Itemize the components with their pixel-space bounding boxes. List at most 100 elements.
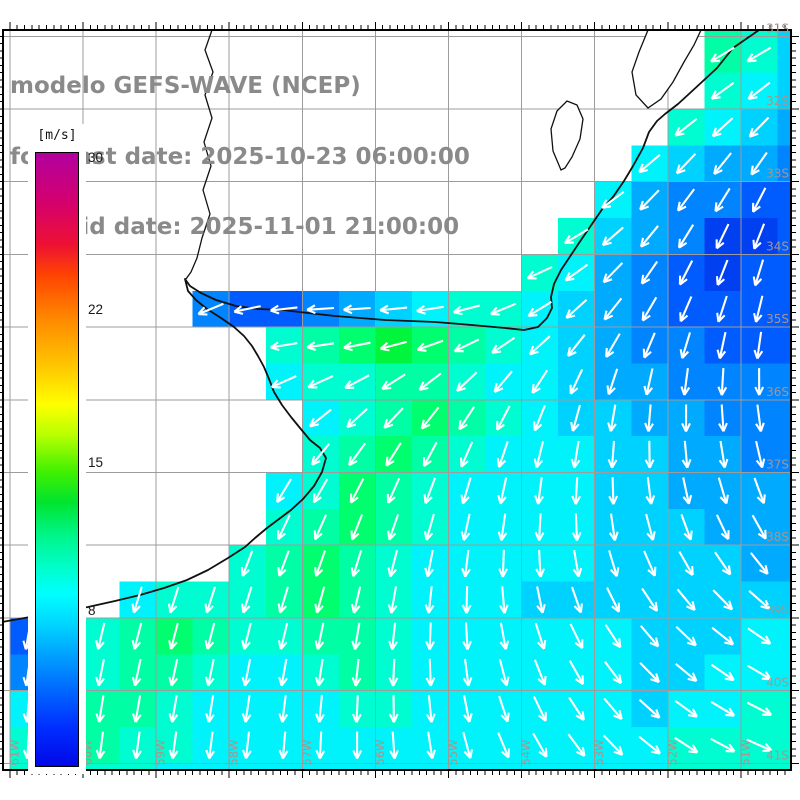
wind-arrow	[389, 731, 399, 760]
wind-arrow	[423, 513, 435, 541]
wind-arrow	[424, 549, 434, 578]
wind-arrow	[422, 441, 438, 468]
wind-arrow	[95, 731, 106, 760]
wind-arrow	[747, 627, 772, 645]
wind-arrow	[674, 736, 699, 754]
ocean-cell	[777, 254, 792, 292]
wind-arrow	[638, 735, 661, 755]
ocean-cell	[119, 763, 157, 771]
wind-arrow	[343, 304, 371, 315]
wind-arrow	[383, 407, 404, 429]
wind-arrow	[204, 622, 216, 650]
wind-arrow	[349, 478, 365, 504]
wind-arrow	[461, 586, 472, 614]
wind-arrow	[533, 696, 547, 722]
wind-arrow	[565, 299, 588, 319]
wind-arrow	[676, 188, 696, 212]
wind-arrow	[715, 223, 730, 250]
wind-arrow	[564, 263, 589, 282]
wind-arrow	[168, 731, 179, 760]
wind-arrow	[606, 587, 621, 613]
wind-arrow	[241, 586, 253, 614]
wind-arrow	[710, 663, 735, 682]
wind-arrow	[711, 117, 734, 138]
wind-arrow	[607, 440, 618, 469]
wind-arrow	[350, 586, 362, 614]
wind-arrow	[567, 733, 586, 757]
wind-arrow	[277, 586, 290, 614]
wind-arrow	[710, 82, 735, 100]
ocean-cell	[448, 763, 486, 771]
wind-arrow	[416, 339, 444, 352]
wind-arrow	[95, 622, 106, 650]
wind-arrow	[131, 586, 143, 614]
wind-arrow	[233, 305, 261, 315]
ocean-cell	[777, 763, 792, 771]
wind-arrow	[385, 442, 402, 467]
wind-arrow	[270, 304, 298, 315]
wind-arrow	[642, 332, 656, 359]
wind-arrow	[602, 262, 624, 284]
wind-arrow	[527, 300, 552, 318]
wind-arrow	[314, 622, 325, 650]
ocean-cell	[229, 763, 267, 771]
wind-arrow	[718, 404, 728, 432]
ocean-cell	[667, 763, 705, 771]
wind-arrow	[643, 368, 654, 396]
wind-arrow	[388, 622, 398, 651]
wind-arrow	[569, 623, 584, 650]
wind-arrow	[533, 440, 545, 469]
wind-arrow	[746, 738, 773, 752]
wind-arrow	[682, 477, 693, 505]
ocean-cell	[521, 763, 559, 771]
wind-arrow	[386, 477, 401, 504]
wind-arrow	[496, 441, 509, 468]
wind-arrow	[463, 695, 473, 723]
wind-arrow	[675, 153, 697, 175]
wind-arrow	[351, 658, 362, 687]
wind-arrow	[638, 153, 661, 174]
lake-outline	[631, 29, 703, 109]
wind-arrow	[314, 550, 326, 577]
wind-arrow	[311, 443, 330, 466]
wind-arrow	[710, 700, 736, 717]
wind-arrow	[674, 699, 698, 718]
wind-arrow	[533, 659, 547, 686]
ocean-cell	[777, 290, 792, 328]
wind-arrow	[387, 513, 400, 541]
ocean-cell	[485, 763, 523, 771]
wind-arrow	[423, 477, 436, 505]
wind-arrow	[755, 440, 766, 469]
longitude-label: 51W	[738, 739, 752, 765]
longitude-label: 54W	[519, 739, 533, 765]
wind-arrow	[675, 662, 698, 683]
wind-arrow	[571, 513, 582, 542]
wind-arrow	[675, 626, 697, 647]
wind-arrow	[747, 81, 771, 101]
ocean-cell	[777, 145, 792, 183]
wind-arrow	[645, 513, 656, 541]
wind-arrow	[715, 514, 730, 541]
wind-arrow	[638, 698, 661, 719]
wind-arrow	[607, 404, 617, 432]
wind-arrow	[453, 338, 480, 353]
wind-arrow	[205, 695, 215, 723]
wind-arrow	[462, 658, 473, 687]
longitude-label: 61W	[7, 739, 21, 765]
wind-arrow	[711, 626, 735, 646]
wind-arrow	[752, 259, 765, 287]
wind-arrow	[418, 372, 442, 391]
wind-arrow	[605, 333, 621, 358]
latitude-label: 41S	[766, 748, 789, 762]
longitude-label: 57W	[300, 739, 314, 765]
latitude-label: 37S	[766, 458, 789, 472]
colorbar-unit-label: [m/s]	[37, 128, 77, 143]
ocean-cell	[740, 763, 779, 771]
wind-arrow	[95, 695, 106, 723]
wind-arrow	[604, 660, 623, 685]
wind-arrow	[459, 441, 474, 468]
wind-arrow	[715, 259, 729, 286]
colorbar-tick-label: 30	[88, 150, 104, 166]
wind-arrow	[639, 225, 659, 248]
latitude-label: 31S	[766, 21, 789, 35]
